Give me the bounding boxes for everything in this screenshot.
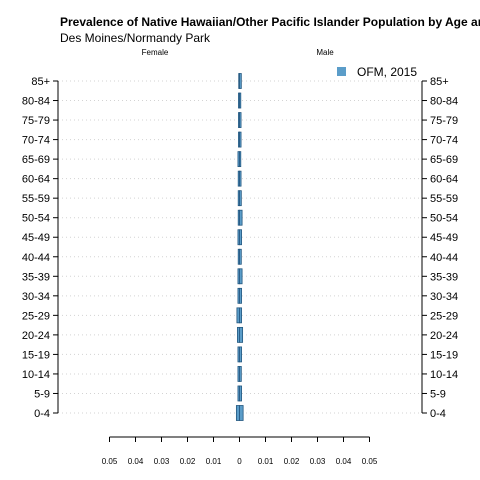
x-tick-label: 0.04 <box>128 457 144 466</box>
grid-lines <box>58 80 422 414</box>
right-tick-label: 20-24 <box>430 330 458 342</box>
x-tick-label: 0.05 <box>102 457 118 466</box>
left-tick-label: 25-29 <box>22 310 50 322</box>
bar-male-20-24 <box>239 326 244 343</box>
right-tick-label: 5-9 <box>430 388 446 400</box>
left-tick-label: 15-19 <box>22 349 50 361</box>
legend-label: OFM, 2015 <box>357 65 417 79</box>
bar-male-75-79 <box>239 112 242 128</box>
right-tick-label: 80-84 <box>430 96 458 108</box>
legend-swatch <box>337 67 346 76</box>
left-tick-label: 40-44 <box>22 252 50 264</box>
x-tick-label: 0.01 <box>258 457 274 466</box>
bar-male-70-74 <box>239 131 242 148</box>
bar-male-30-34 <box>239 287 242 304</box>
right-tick-label: 30-34 <box>430 291 458 303</box>
bar-male-40-44 <box>239 248 242 265</box>
right-tick-label: 55-59 <box>430 193 458 205</box>
chart-subtitle: Des Moines/Normandy Park <box>60 31 211 45</box>
bar-male-55-59 <box>239 190 242 207</box>
right-tick-label: 0-4 <box>430 408 446 420</box>
female-side-label: Female <box>142 48 169 57</box>
bar-male-50-54 <box>239 209 243 226</box>
x-tick-label: 0.03 <box>154 457 170 466</box>
bar-male-35-39 <box>239 268 243 285</box>
right-tick-label: 10-14 <box>430 369 458 381</box>
left-tick-label: 5-9 <box>34 388 50 400</box>
x-tick-label: 0 <box>237 457 242 466</box>
right-tick-label: 35-39 <box>430 271 458 283</box>
male-side-label: Male <box>316 48 334 57</box>
right-tick-label: 75-79 <box>430 115 458 127</box>
left-tick-label: 35-39 <box>22 271 50 283</box>
right-tick-label: 40-44 <box>430 252 458 264</box>
chart-title: Prevalence of Native Hawaiian/Other Paci… <box>60 15 480 29</box>
bar-male-45-49 <box>239 229 242 246</box>
left-tick-label: 50-54 <box>22 213 50 225</box>
left-tick-label: 0-4 <box>34 408 50 420</box>
right-tick-label: 50-54 <box>430 213 458 225</box>
bar-male-85+ <box>239 73 242 89</box>
axes: 0-4 0-4 5-9 5-9 10-14 10-14 15-19 15-19 20-24 20-… <box>22 76 458 466</box>
left-tick-label: 30-34 <box>22 291 50 303</box>
left-tick-label: 65-69 <box>22 154 50 166</box>
x-tick-label: 0.01 <box>206 457 222 466</box>
left-tick-label: 85+ <box>31 76 50 88</box>
right-tick-label: 15-19 <box>430 349 458 361</box>
bar-male-80-84 <box>239 92 242 109</box>
right-tick-label: 25-29 <box>430 310 458 322</box>
left-tick-label: 60-64 <box>22 174 50 186</box>
bar-female-0-4 <box>235 405 240 421</box>
bar-male-60-64 <box>239 170 242 187</box>
bars <box>235 73 244 421</box>
left-tick-label: 75-79 <box>22 115 50 127</box>
right-tick-label: 60-64 <box>430 174 458 186</box>
left-tick-label: 10-14 <box>22 369 50 381</box>
bar-male-5-9 <box>239 385 242 402</box>
right-tick-label: 70-74 <box>430 135 458 147</box>
x-tick-label: 0.02 <box>284 457 300 466</box>
left-tick-label: 70-74 <box>22 135 50 147</box>
left-tick-label: 55-59 <box>22 193 50 205</box>
right-tick-label: 45-49 <box>430 232 458 244</box>
x-tick-label: 0.05 <box>362 457 378 466</box>
x-tick-label: 0.03 <box>310 457 326 466</box>
bar-male-15-19 <box>239 346 242 363</box>
right-tick-label: 65-69 <box>430 154 458 166</box>
x-tick-label: 0.04 <box>336 457 352 466</box>
left-tick-label: 80-84 <box>22 96 50 108</box>
legend: OFM, 2015 <box>337 65 417 79</box>
bar-male-0-4 <box>239 405 244 421</box>
bar-male-10-14 <box>239 366 242 382</box>
left-tick-label: 45-49 <box>22 232 50 244</box>
bar-male-25-29 <box>239 307 242 324</box>
left-tick-label: 20-24 <box>22 330 50 342</box>
right-tick-label: 85+ <box>430 76 449 88</box>
x-tick-label: 0.02 <box>180 457 196 466</box>
bar-male-65-69 <box>239 151 242 168</box>
